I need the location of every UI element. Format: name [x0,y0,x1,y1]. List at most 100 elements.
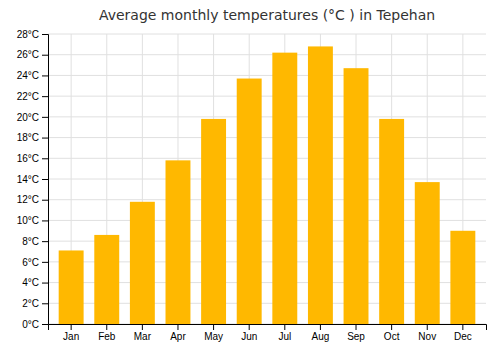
x-tick-label: Feb [98,331,116,342]
y-axis-line [42,35,49,325]
bar [379,119,404,324]
y-tick-label: 22°C [17,91,39,102]
x-tick: Nov [418,324,436,342]
x-tick-mark [106,324,107,330]
y-tick: 0°C [22,319,48,330]
x-tick-mark [177,324,178,330]
x-tick-label: Jan [63,331,79,342]
x-tick-mark [320,324,321,330]
x-tick-label: Apr [170,331,186,342]
x-tick: May [204,324,223,342]
y-tick-label: 12°C [17,194,39,205]
bar [237,79,262,324]
y-tick: 18°C [17,132,48,143]
y-tick: 22°C [17,91,48,102]
x-tick-mark [462,324,463,330]
y-tick: 26°C [17,49,48,60]
grid-line-y [48,137,486,138]
bar [130,202,155,324]
x-tick-label: Sep [347,331,365,342]
bar [166,160,191,324]
y-tick-mark [42,283,48,284]
x-tick-mark [142,324,143,330]
grid-line-y [48,54,486,55]
y-tick-mark [42,117,48,118]
grid-line-y [48,34,486,35]
y-tick: 28°C [17,29,48,40]
y-tick-label: 14°C [17,174,39,185]
grid-line-y [48,96,486,97]
x-tick-label: Dec [454,331,472,342]
y-tick: 16°C [17,153,48,164]
y-tick: 8°C [22,236,48,247]
y-tick: 24°C [17,70,48,81]
x-tick: Dec [454,324,472,342]
x-tick: Oct [384,324,400,342]
grid-line-y [48,179,486,180]
y-tick-mark [42,138,48,139]
bar [59,250,84,324]
y-tick-label: 16°C [17,153,39,164]
grid-line-y [48,75,486,76]
x-tick-label: Aug [312,331,330,342]
y-tick: 14°C [17,174,48,185]
x-tick-mark [356,324,357,330]
y-tick-label: 18°C [17,132,39,143]
bar [272,53,297,324]
bar [201,119,226,324]
y-tick-mark [42,55,48,56]
y-tick-label: 0°C [22,319,39,330]
chart: Jan Feb Mar Apr May Jun Jul Aug Sep Oct Nov Dec 0°C 2… [0,0,500,350]
x-tick-mark [427,324,428,330]
bar [344,68,369,324]
bar [94,235,119,324]
y-tick-label: 6°C [22,257,39,268]
x-axis: Jan Feb Mar Apr May Jun Jul Aug Sep Oct Nov Dec [49,324,487,342]
x-tick-mark [71,324,72,330]
bar [415,182,440,324]
x-tick-label: Jul [278,331,291,342]
y-tick-label: 2°C [22,298,39,309]
y-tick-label: 24°C [17,70,39,81]
x-tick: Jan [63,324,79,342]
x-tick-label: Jun [241,331,257,342]
y-tick-label: 26°C [17,49,39,60]
x-tick: Feb [98,324,116,342]
x-tick: Apr [170,324,186,342]
x-tick: Jul [278,324,291,342]
x-tick-label: Oct [384,331,400,342]
x-tick: Aug [312,324,330,342]
x-tick: Sep [347,324,365,342]
x-tick-label: May [204,331,223,342]
y-tick-mark [42,75,48,76]
x-axis-line [49,325,487,331]
bar [450,231,475,324]
grid-line-y [48,158,486,159]
y-tick: 4°C [22,277,48,288]
y-tick: 10°C [17,215,48,226]
y-tick-label: 20°C [17,112,39,123]
bars [59,46,476,324]
x-tick-mark [213,324,214,330]
y-tick-mark [42,241,48,242]
y-tick-mark [42,34,48,35]
y-tick: 6°C [22,257,48,268]
x-tick-label: Nov [418,331,436,342]
x-tick-mark [249,324,250,330]
y-tick-mark [42,179,48,180]
y-tick-mark [42,96,48,97]
y-tick-mark [42,262,48,263]
y-tick: 2°C [22,298,48,309]
y-tick: 20°C [17,112,48,123]
y-tick-mark [42,303,48,304]
y-tick: 12°C [17,194,48,205]
x-tick-mark [391,324,392,330]
x-tick: Mar [134,324,152,342]
grid [48,34,486,324]
y-tick-label: 4°C [22,277,39,288]
x-tick-label: Mar [134,331,152,342]
title: Average monthly temperatures (°C ) in Te… [99,7,435,23]
y-tick-label: 10°C [17,215,39,226]
x-tick: Jun [241,324,257,342]
bar [308,46,333,324]
